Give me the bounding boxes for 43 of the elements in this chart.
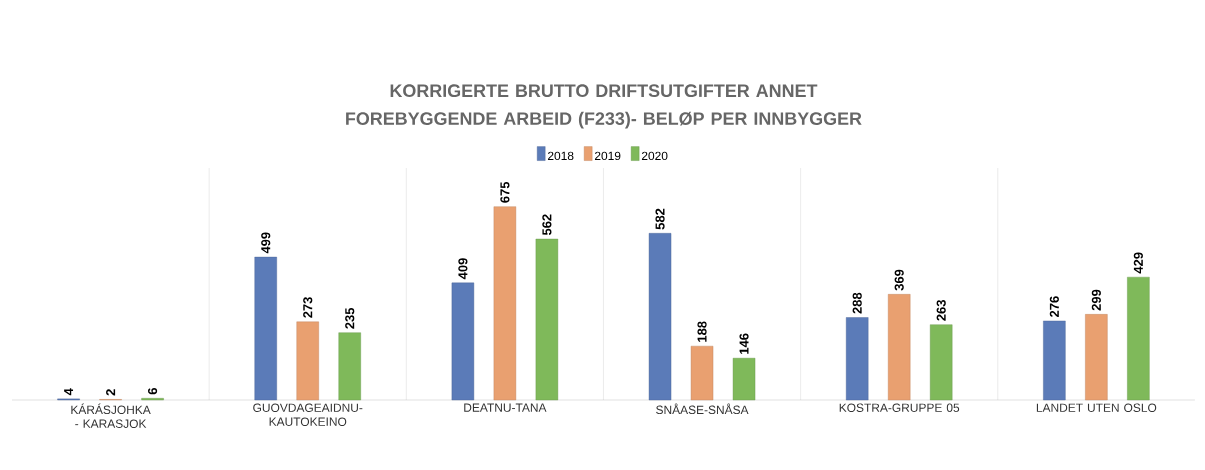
data-label: 675 (500, 181, 510, 203)
bar (493, 206, 517, 401)
data-label: 2 (106, 389, 116, 396)
bar (296, 321, 319, 401)
bar (846, 317, 869, 401)
legend-label: 2018 (547, 151, 574, 161)
bar (690, 345, 714, 401)
data-label: 409 (458, 258, 468, 280)
x-tick-label: SNÅASE-SNÅSA (656, 403, 749, 415)
legend-label: 2020 (641, 151, 668, 161)
data-label: 188 (697, 321, 707, 342)
bar (338, 332, 361, 401)
bar (648, 233, 672, 401)
chart-title: KORRIGERTE BRUTTO DRIFTSUTGIFTER ANNET FOREBYGGENDE ARBEID (F233)- BELØP PER INNBYGGER (346, 84, 862, 129)
data-label: 235 (345, 307, 355, 329)
bar (535, 238, 559, 401)
data-label: 273 (303, 297, 313, 318)
bar (1043, 320, 1066, 401)
data-label: 263 (936, 300, 946, 321)
data-label: 499 (261, 232, 271, 254)
x-tick-label: KOSTRA-GRUPPE 05 (839, 403, 960, 412)
data-label: 146 (739, 333, 749, 354)
x-tick-label: LANDET UTEN OSLO (1036, 403, 1157, 412)
data-label: 429 (1133, 252, 1143, 274)
data-label: 299 (1091, 289, 1101, 311)
data-label: 562 (542, 214, 552, 236)
data-label: 288 (852, 292, 862, 314)
x-tick-label: KÁRÁSJOHKA - KARASJOK (71, 403, 151, 428)
bar (732, 357, 756, 401)
data-label: 369 (894, 269, 904, 291)
data-label: 4 (64, 388, 74, 396)
bar (888, 294, 911, 401)
bar (451, 282, 475, 401)
data-label: 276 (1049, 296, 1059, 317)
bar (254, 256, 277, 401)
bar (1127, 276, 1150, 401)
x-tick-label: GUOVDAGEAIDNU-KAUTOKEINO (253, 403, 363, 426)
bar (1085, 314, 1108, 401)
data-label: 582 (655, 208, 665, 230)
x-tick-label: DEATNU-TANA (464, 403, 547, 412)
legend-label: 2019 (594, 151, 621, 161)
bar (930, 324, 953, 401)
data-label: 6 (147, 388, 158, 395)
